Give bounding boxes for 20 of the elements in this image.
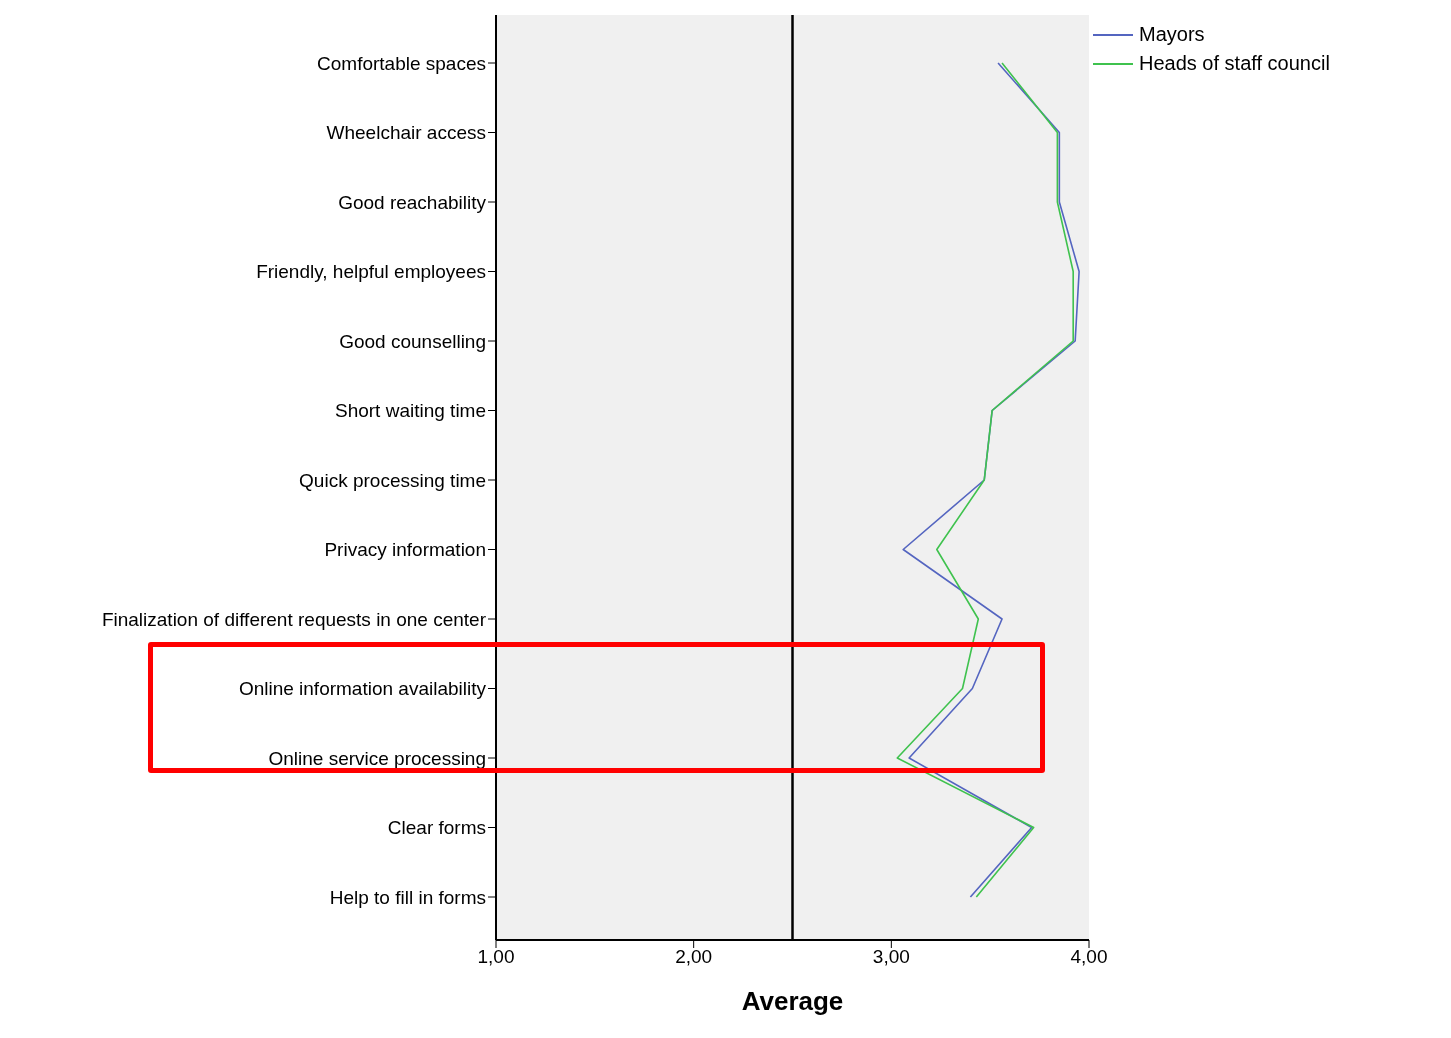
x-axis-title: Average xyxy=(741,986,844,1016)
x-tick-label: 2,00 xyxy=(675,946,713,968)
x-tick-label: 3,00 xyxy=(872,946,910,968)
y-tick-label: Finalization of different requests in one center xyxy=(101,608,487,630)
y-tick-label: Help to fill in forms xyxy=(329,886,486,908)
y-tick-label: Online service processing xyxy=(268,747,486,769)
y-tick-label: Good reachability xyxy=(338,191,487,213)
x-tick-label: 1,00 xyxy=(477,946,515,968)
y-tick-label: Good counselling xyxy=(339,330,486,352)
y-tick-label: Privacy information xyxy=(324,539,486,561)
y-tick-label: Online information availability xyxy=(238,678,487,700)
y-tick-label: Short waiting time xyxy=(334,400,486,422)
legend-label: Heads of staff council xyxy=(1139,52,1330,75)
y-tick-label: Quick processing time xyxy=(299,469,486,491)
y-tick-label: Friendly, helpful employees xyxy=(256,261,486,283)
legend-label: Mayors xyxy=(1139,23,1205,46)
x-tick-label: 4,00 xyxy=(1070,946,1108,968)
y-tick-label: Wheelchair access xyxy=(326,122,486,144)
y-tick-label: Clear forms xyxy=(387,817,486,839)
y-tick-label: Comfortable spaces xyxy=(317,52,486,74)
